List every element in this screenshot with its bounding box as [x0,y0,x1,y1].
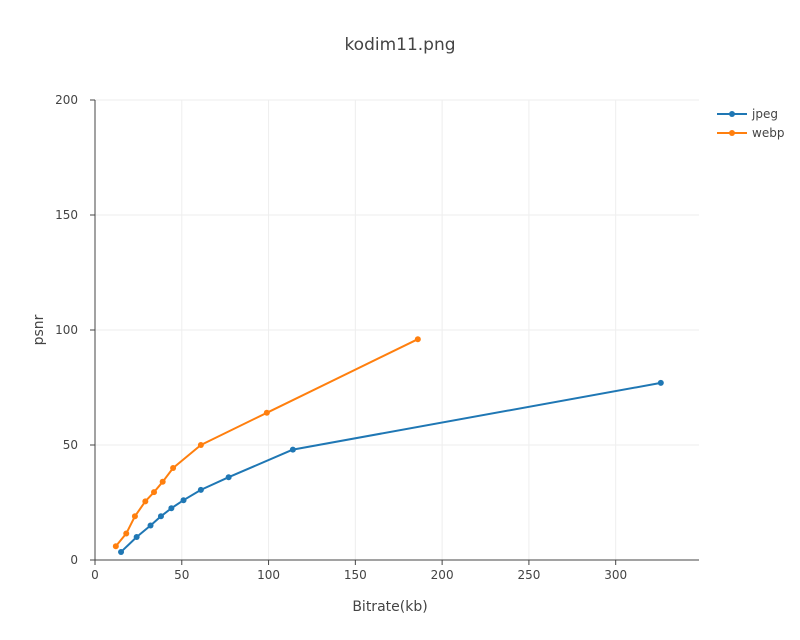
data-point-webp[interactable] [142,498,149,505]
series-layer [112,336,664,555]
y-tick-label: 50 [63,438,78,452]
x-tick-label: 250 [517,568,540,582]
legend-swatch-marker [729,130,735,136]
data-point-webp[interactable] [170,465,177,471]
x-axis-title: Bitrate(kb) [352,599,427,615]
y-tick-label: 200 [55,93,78,107]
legend-item-webp[interactable]: webp [717,126,784,140]
data-point-webp[interactable] [414,336,421,343]
legend-item-jpeg[interactable]: jpeg [717,107,778,121]
legend-label: jpeg [751,107,778,121]
chart-title: kodim11.png [344,35,455,55]
data-point-jpeg[interactable] [225,474,232,481]
data-point-webp[interactable] [159,478,166,485]
y-tick-label: 100 [55,323,78,337]
data-point-jpeg[interactable] [197,486,204,493]
legend-label: webp [752,126,784,140]
data-point-jpeg[interactable] [289,446,296,453]
data-point-jpeg[interactable] [157,513,164,520]
y-tick-label: 150 [55,208,78,222]
data-point-jpeg[interactable] [133,534,140,540]
series-jpeg [118,379,664,555]
data-point-jpeg[interactable] [657,379,664,386]
legend: jpeg webp [717,107,784,140]
data-point-jpeg[interactable] [147,522,154,529]
legend-swatch-marker [729,111,735,117]
x-ticks: 0 50 100 150 200 250 300 [91,560,627,582]
data-point-jpeg[interactable] [118,548,125,555]
data-point-webp[interactable] [197,442,204,448]
data-point-webp[interactable] [151,489,158,496]
grid [95,99,699,560]
series-line-jpeg [120,381,661,553]
data-point-webp[interactable] [112,543,119,550]
y-ticks: 0 50 100 150 200 [55,93,95,567]
x-tick-label: 50 [174,568,189,582]
data-point-jpeg[interactable] [168,505,175,512]
series-line-webp [115,338,419,547]
y-axis-title: psnr [31,314,47,345]
data-point-webp[interactable] [263,409,270,416]
x-tick-label: 0 [91,568,99,582]
x-tick-label: 150 [344,568,367,582]
data-point-webp[interactable] [123,530,130,537]
y-tick-label: 0 [70,553,78,567]
x-tick-label: 200 [431,568,454,582]
x-tick-label: 100 [257,568,280,582]
series-webp [112,336,421,550]
data-point-jpeg[interactable] [180,497,187,504]
x-tick-label: 300 [604,568,627,582]
data-point-webp[interactable] [131,513,138,520]
